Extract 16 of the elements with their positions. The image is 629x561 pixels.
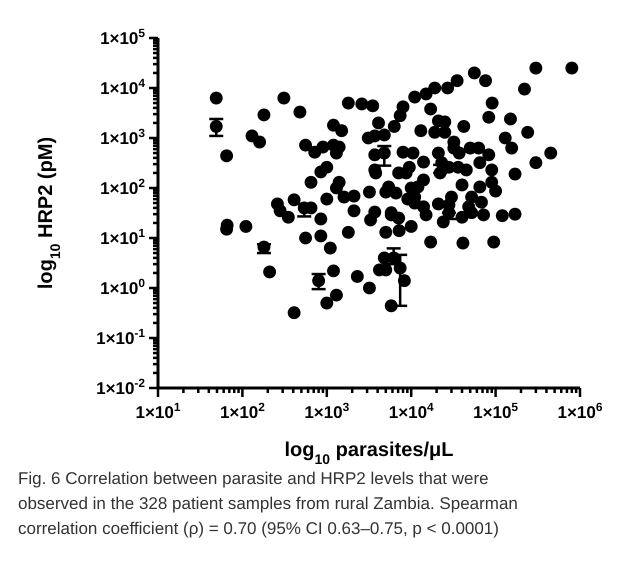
x-axis-title: log$_{10}$ parasites/μL — [284, 439, 454, 467]
y-tick-label: 1×10$^{1}$ — [100, 226, 146, 248]
x-tick-label: 1×10$^{1}$ — [136, 400, 181, 422]
y-tick-label: 1×10$^{-1}$ — [96, 326, 146, 348]
x-tick-label: 1×10$^{3}$ — [304, 400, 350, 422]
x-tick-label: 1×10$^{5}$ — [473, 400, 518, 422]
x-tick-label: 1×10$^{2}$ — [220, 400, 266, 422]
y-tick-label: 1×10$^{-2}$ — [96, 376, 146, 398]
y-tick-label: 1×10$^{5}$ — [100, 26, 146, 48]
x-tick-label: 1×10$^{4}$ — [388, 400, 434, 422]
y-tick-label: 1×10$^{2}$ — [100, 176, 146, 198]
x-tick-label: 1×10$^{6}$ — [558, 400, 603, 422]
y-tick-label: 1×10$^{4}$ — [100, 76, 146, 98]
y-tick-label: 1×10$^{0}$ — [100, 276, 146, 298]
y-tick-label: 1×10$^{3}$ — [100, 126, 146, 148]
caption: Fig. 6 Correlation between parasite and HRP2 levels that were observed in the 328 patient samples from rural Zambia. Spearman correlation coefficient (ρ) = 0.70 (95% CI 0.63–0.75, p < 0.0001) — [18, 469, 518, 538]
